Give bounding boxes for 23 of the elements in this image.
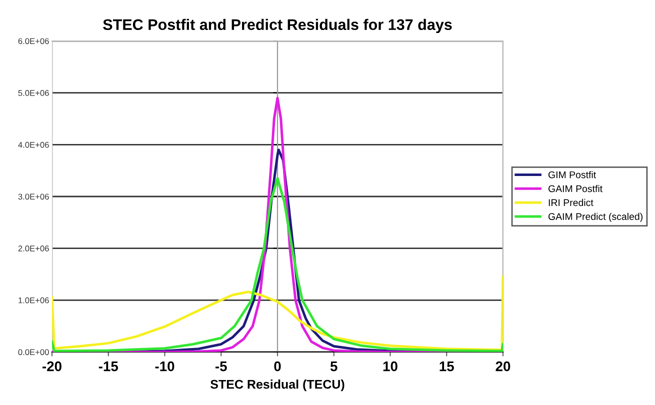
- y-tick-label: 4.0E+06: [18, 142, 49, 148]
- x-axis-title: STEC Residual (TECU): [210, 380, 344, 392]
- y-tick-label: 0.0E+00: [18, 349, 49, 356]
- x-tick-label: 20: [496, 361, 510, 372]
- legend-label: GIM Postfit: [548, 171, 596, 178]
- x-tick-label: -5: [215, 362, 227, 372]
- legend-label: GAIM Predict (scaled): [548, 212, 642, 222]
- chart-title: STEC Postfit and Predict Residuals for 137 days: [103, 18, 452, 34]
- x-tick-label: 15: [440, 362, 454, 372]
- y-tick-label: 3.0E+06: [18, 194, 49, 200]
- y-tick-label: 1.0E+06: [18, 297, 49, 304]
- legend-label: GAIM Postfit: [548, 185, 602, 192]
- x-tick-label: -15: [98, 362, 118, 372]
- line-series: [52, 276, 503, 352]
- y-tick-label: 5.0E+06: [18, 90, 49, 96]
- x-tick-label: -20: [42, 361, 62, 372]
- x-tick-label: 10: [383, 361, 398, 372]
- legend-label: IRI Predict: [548, 198, 594, 206]
- x-tick-label: 0: [274, 361, 281, 372]
- y-tick-label: 6.0E+06: [18, 38, 49, 44]
- x-tick-label: 5: [330, 362, 338, 372]
- x-tick-label: -10: [155, 361, 174, 372]
- y-tick-label: 2.0E+06: [18, 246, 49, 252]
